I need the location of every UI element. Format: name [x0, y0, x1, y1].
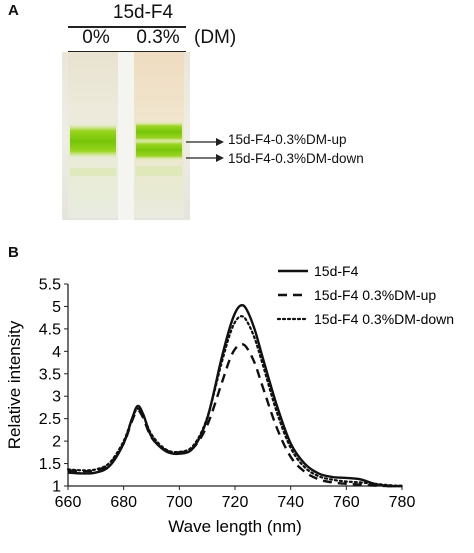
- band-annotation-up: 15d-F4-0.3%DM-up: [228, 132, 347, 147]
- x-axis-label: Wave length (nm): [168, 517, 302, 536]
- spectrum-chart: 1 1.5 2 2.5 3 3.5 4 4.5 5 5.5 660 680 700 720 740 760 7…: [5, 263, 454, 536]
- x-tick-label: 760: [333, 494, 360, 511]
- x-tick-label: 740: [277, 494, 304, 511]
- gel-faint-band-0: [70, 168, 116, 176]
- y-tick-label: 1.5: [39, 456, 61, 473]
- panel-b-label: B: [8, 244, 19, 261]
- y-tick-label: 5: [52, 299, 61, 316]
- arrow-up-head: [216, 138, 224, 146]
- sample-underline: [68, 26, 186, 28]
- chart-legend: 15d-F4 15d-F4 0.3%DM-up 15d-F4 0.3%DM-down: [276, 263, 454, 327]
- y-tick-label: 5.5: [39, 277, 61, 294]
- y-tick-label: 2.5: [39, 411, 61, 428]
- unit-label: (DM): [194, 27, 237, 48]
- x-tick-labels: 660 680 700 720 740 760 780: [55, 486, 416, 511]
- gel-image: [62, 52, 190, 220]
- x-tick-label: 680: [110, 494, 137, 511]
- lane-label-0: 0%: [82, 27, 110, 48]
- series-line-0: [67, 303, 403, 488]
- y-tick-label: 2: [52, 434, 61, 451]
- x-tick-label: 780: [389, 494, 416, 511]
- band-arrows: [186, 138, 224, 162]
- y-tick-label: 1: [52, 479, 61, 496]
- chart-series: [66, 303, 404, 488]
- series-line-2: [66, 315, 404, 488]
- arrow-down-head: [216, 154, 224, 162]
- legend-label-0: 15d-F4: [314, 263, 359, 279]
- y-tick-labels: 1 1.5 2 2.5 3 3.5 4 4.5 5 5.5: [39, 277, 68, 496]
- y-tick-label: 3.5: [39, 366, 61, 383]
- gel-lane-gap: [118, 52, 134, 220]
- series-line-1: [67, 343, 403, 488]
- panel-a-label: A: [8, 2, 19, 19]
- gel-band-up: [136, 122, 182, 142]
- y-tick-label: 4: [52, 344, 61, 361]
- lane-underline: [68, 51, 186, 53]
- x-tick-label: 660: [55, 494, 82, 511]
- legend-label-2: 15d-F4 0.3%DM-down: [314, 311, 454, 327]
- y-tick-label: 3: [52, 389, 61, 406]
- sample-name: 15d-F4: [112, 2, 174, 23]
- x-tick-label: 720: [222, 494, 249, 511]
- gel-band-0: [70, 124, 116, 158]
- y-axis-label: Relative intensity: [5, 320, 24, 449]
- legend-label-1: 15d-F4 0.3%DM-up: [314, 287, 436, 303]
- x-tick-label: 700: [166, 494, 193, 511]
- y-tick-label: 4.5: [39, 321, 61, 338]
- gel-band-down: [136, 140, 182, 160]
- lane-label-1: 0.3%: [136, 27, 180, 48]
- gel-faint-band-1: [136, 166, 182, 176]
- band-annotation-down: 15d-F4-0.3%DM-down: [228, 151, 364, 166]
